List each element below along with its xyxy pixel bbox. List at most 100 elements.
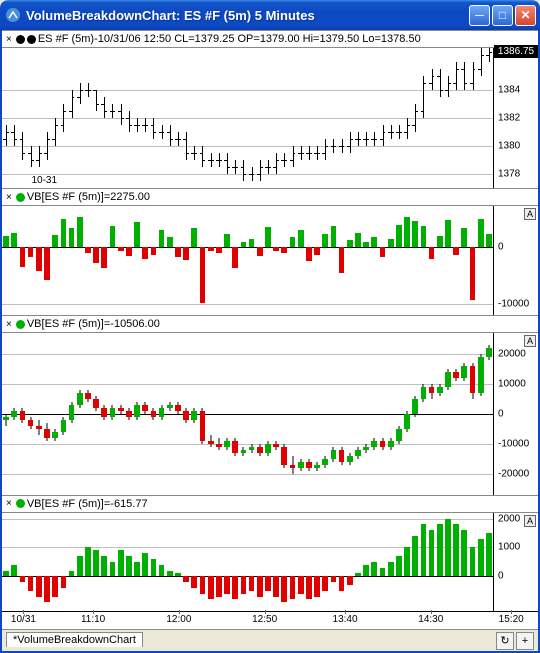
candle: [134, 333, 140, 495]
volume-bar: [380, 568, 386, 577]
volume-bar: [44, 576, 50, 602]
app-icon: [4, 6, 22, 24]
volume-bar: [175, 573, 181, 576]
volume-bar: [412, 221, 418, 246]
x-tick-label: 12:50: [252, 614, 277, 625]
candle: [101, 333, 107, 495]
add-button[interactable]: +: [516, 632, 534, 650]
volume-bar: [347, 240, 353, 247]
pane-header: ×VB[ES #F (5m)]=-615.77: [2, 495, 538, 513]
y-axis: 010002000A: [494, 513, 538, 611]
volume-bar: [61, 576, 67, 588]
volume-bar: [421, 524, 427, 576]
refresh-button[interactable]: ↻: [496, 632, 514, 650]
candle: [347, 333, 353, 495]
pane-close-icon[interactable]: ×: [4, 192, 14, 203]
x-tick-label: 11:10: [81, 614, 105, 625]
volume-bar: [331, 226, 337, 247]
pane-header-text: ES #F (5m)-10/31/06 12:50 CL=1379.25 OP=…: [38, 33, 421, 45]
volume-bar: [44, 247, 50, 280]
volume-bar: [265, 576, 271, 590]
pane-close-icon[interactable]: ×: [4, 498, 14, 509]
pane-close-icon[interactable]: ×: [4, 319, 14, 330]
volume-bar: [306, 247, 312, 262]
chart-plot-area[interactable]: [2, 206, 494, 315]
volume-bar: [167, 571, 173, 577]
chart-plot-area[interactable]: [2, 333, 494, 495]
volume-bar: [93, 247, 99, 263]
volume-bar: [290, 576, 296, 599]
volume-bar: [371, 237, 377, 246]
candle: [3, 333, 9, 495]
volume-bar: [142, 247, 148, 260]
candle: [380, 333, 386, 495]
maximize-button[interactable]: □: [492, 5, 513, 26]
chart-pane-vb3[interactable]: ×VB[ES #F (5m)]=-615.77010002000A: [2, 495, 538, 611]
close-button[interactable]: ✕: [515, 5, 536, 26]
candle: [388, 333, 394, 495]
candle: [363, 333, 369, 495]
candle: [61, 333, 67, 495]
x-tick-label: 13:40: [333, 614, 358, 625]
chart-plot-area[interactable]: 10-31: [2, 48, 494, 188]
candle: [44, 333, 50, 495]
candle: [257, 333, 263, 495]
candle: [118, 333, 124, 495]
auto-scale-badge[interactable]: A: [524, 515, 536, 527]
candle: [331, 333, 337, 495]
volume-bar: [93, 550, 99, 576]
x-tick-label: 14:30: [418, 614, 443, 625]
volume-bar: [404, 217, 410, 246]
volume-bar: [355, 573, 361, 576]
volume-bar: [273, 576, 279, 596]
candle: [36, 333, 42, 495]
candle: [429, 333, 435, 495]
candle: [241, 333, 247, 495]
volume-bar: [3, 236, 9, 246]
chart-pane-vb1[interactable]: ×VB[ES #F (5m)]=2275.00-100000A: [2, 188, 538, 315]
volume-bar: [142, 553, 148, 576]
candle: [52, 333, 58, 495]
volume-bar: [241, 576, 247, 593]
volume-bar: [20, 247, 26, 267]
pane-close-icon[interactable]: ×: [4, 34, 14, 45]
candle: [298, 333, 304, 495]
volume-bar: [273, 247, 279, 252]
status-bar: *VolumeBreakdownChart ↻ +: [2, 629, 538, 651]
volume-bar: [470, 547, 476, 576]
chart-pane-price[interactable]: × ES #F (5m)-10/31/06 12:50 CL=1379.25 OP…: [2, 30, 538, 188]
chart-tab[interactable]: *VolumeBreakdownChart: [6, 632, 143, 647]
volume-bar: [461, 228, 467, 246]
candle: [191, 333, 197, 495]
auto-scale-badge[interactable]: A: [524, 335, 536, 347]
volume-bar: [28, 247, 34, 257]
pane-header: × ES #F (5m)-10/31/06 12:50 CL=1379.25 OP…: [2, 30, 538, 48]
candle: [478, 333, 484, 495]
chart-pane-vb2[interactable]: ×VB[ES #F (5m)]=-10506.00-20000-10000010…: [2, 315, 538, 495]
minimize-button[interactable]: ─: [469, 5, 490, 26]
volume-bar: [429, 247, 435, 260]
volume-bar: [69, 571, 75, 577]
volume-bar: [429, 530, 435, 576]
candle: [159, 333, 165, 495]
candle: [151, 333, 157, 495]
volume-bar: [298, 576, 304, 593]
volume-bar: [363, 242, 369, 247]
auto-scale-badge[interactable]: A: [524, 208, 536, 220]
series-marker-icon: [16, 35, 25, 44]
window-titlebar[interactable]: VolumeBreakdownChart: ES #F (5m) 5 Minut…: [0, 0, 540, 30]
volume-bar: [126, 247, 132, 256]
volume-bar: [208, 576, 214, 599]
volume-bar: [159, 565, 165, 577]
volume-bar: [437, 236, 443, 246]
volume-bar: [11, 565, 17, 577]
candle: [322, 333, 328, 495]
volume-bar: [380, 247, 386, 257]
candle: [77, 333, 83, 495]
chart-plot-area[interactable]: [2, 513, 494, 611]
volume-bar: [101, 247, 107, 269]
volume-bar: [322, 576, 328, 590]
volume-bar: [151, 559, 157, 576]
candle: [265, 333, 271, 495]
series-marker-icon: [16, 193, 25, 202]
